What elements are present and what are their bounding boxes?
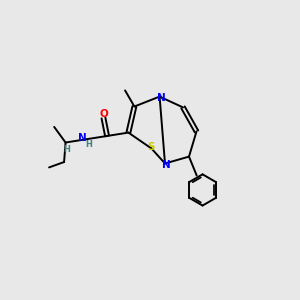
Text: N: N	[162, 160, 171, 170]
Text: N: N	[157, 93, 166, 103]
Text: N: N	[78, 133, 86, 143]
Text: H: H	[85, 140, 92, 149]
Text: S: S	[148, 142, 155, 152]
Text: O: O	[99, 110, 108, 119]
Text: H: H	[64, 145, 70, 154]
